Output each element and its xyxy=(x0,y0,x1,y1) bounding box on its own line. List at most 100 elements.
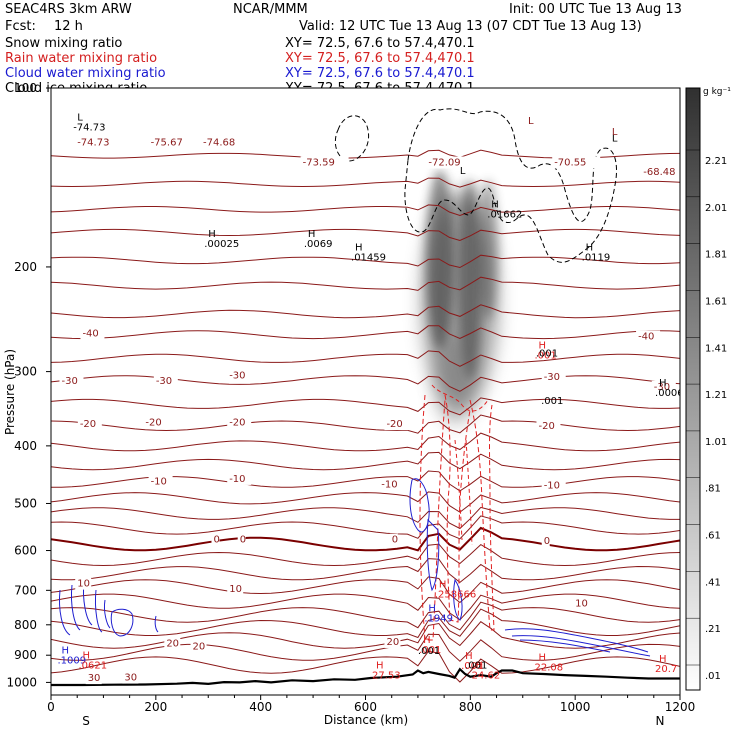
isotherm-label: -74.73 xyxy=(77,138,109,149)
isotherm-label: -30 xyxy=(61,376,77,387)
isotherm-line xyxy=(51,621,680,649)
isotherm-label-bg xyxy=(75,136,124,149)
isotherm-label-bg xyxy=(573,597,590,610)
isotherm-label: -70.55 xyxy=(554,157,586,168)
isotherm-line xyxy=(51,506,680,530)
y-axis: 100 200 300 400 500 600 700 800 900 1000 xyxy=(6,81,51,689)
colorbar-label: 1.81 xyxy=(705,250,727,261)
colorbar-unit: g kg⁻¹ xyxy=(703,87,731,97)
field-list: Snow mixing ratio XY= 72.5, 67.6 to 57.4… xyxy=(5,36,475,96)
isotherm-line xyxy=(51,543,680,567)
isotherm-line xyxy=(51,633,680,662)
isotherm-label-bg xyxy=(122,671,139,684)
isotherm-label-bg xyxy=(641,165,680,178)
x-tick-label: 200 xyxy=(144,700,167,714)
isotherm-label: 10 xyxy=(77,579,90,590)
isotherm-label-bg xyxy=(85,672,102,685)
extremum-value: .01459 xyxy=(351,252,386,263)
extremum-marker: H xyxy=(208,229,216,240)
y-tick-label: 100 xyxy=(14,81,37,95)
extremum-marker: H xyxy=(476,661,484,672)
isotherm-label: 0 xyxy=(392,535,398,546)
extremum-value: 20.7 xyxy=(655,664,677,675)
x-tick-label: 1000 xyxy=(560,700,591,714)
isotherm-label-bg xyxy=(379,478,404,491)
extremum-value: 22.08 xyxy=(534,663,563,674)
colorbar: g kg⁻¹ 2.21 2.01 1.81 1.61 1.41 1.21 1.01 .81 .6… xyxy=(685,87,731,691)
isotherm-label: -20 xyxy=(386,419,402,430)
isotherm-label-bg xyxy=(227,416,252,429)
y-tick-label: 800 xyxy=(14,618,37,632)
colorbar-label: 1.41 xyxy=(705,343,727,354)
x-tick-label: 1200 xyxy=(665,700,696,714)
isotherm-label-bg xyxy=(59,375,84,388)
isotherm-line xyxy=(51,350,680,367)
extremum-value: .1949 xyxy=(424,614,453,625)
x-axis: 0 200 400 600 800 1000 1200 xyxy=(47,695,695,714)
colorbar-label: .21 xyxy=(705,624,721,635)
isotherm-line xyxy=(51,576,680,604)
isotherm-label: -30 xyxy=(654,382,670,393)
isotherm-label: 0 xyxy=(240,535,246,546)
contour-annotation: .001 xyxy=(536,349,558,360)
isotherm-label-bg xyxy=(80,327,105,340)
isotherm-label-bg xyxy=(227,369,252,382)
extremum-value: .001 xyxy=(419,645,441,656)
colorbar-label: .41 xyxy=(705,577,721,588)
field-rain-xy: XY= 72.5, 67.6 to 57.4,470.1 xyxy=(285,51,475,66)
isotherm-label: -20 xyxy=(229,418,245,429)
extremum-marker: H xyxy=(491,199,499,210)
isotherm-label: 30 xyxy=(124,673,137,684)
extremum-marker: H xyxy=(465,651,473,662)
isotherm-label: -10 xyxy=(544,481,560,492)
colorbar-label: 1.01 xyxy=(705,437,727,448)
isotherm-line xyxy=(51,397,680,416)
isotherm-label: 10 xyxy=(229,584,242,595)
extremum-value: .0069 xyxy=(304,239,333,250)
extremum-marker: H xyxy=(355,242,363,253)
isotherm-line xyxy=(51,451,680,471)
extremum-marker: L xyxy=(460,166,466,177)
isotherm-label-bg xyxy=(541,479,566,492)
isotherm-line xyxy=(51,414,680,434)
extremum-marker: H xyxy=(659,378,667,389)
colorbar-label: 2.01 xyxy=(705,203,727,214)
x-end-right: N xyxy=(656,714,665,728)
isotherm-label: 20 xyxy=(166,638,179,649)
isotherm-label-bg xyxy=(153,375,178,388)
isotherm-label: -40 xyxy=(638,332,654,343)
isotherm-label-bg xyxy=(201,136,250,149)
isotherm-label-bg xyxy=(143,416,168,429)
extremum-value: 27.53 xyxy=(372,671,401,682)
isotherm-label: -30 xyxy=(544,372,560,383)
x-tick-label: 600 xyxy=(354,700,377,714)
isotherm-label-bg xyxy=(651,380,676,393)
field-snow-name: Snow mixing ratio xyxy=(5,36,122,51)
extremum-value: .001 xyxy=(461,661,483,672)
isotherm-label-bg xyxy=(541,535,550,548)
terrain-line xyxy=(51,667,680,687)
extremum-marker: H xyxy=(586,242,594,253)
x-tick-label: 400 xyxy=(249,700,272,714)
isotherm-label-bg xyxy=(77,418,102,431)
isotherm-label-bg xyxy=(426,156,475,169)
y-tick-label: 1000 xyxy=(6,675,37,689)
isotherm-label-bg xyxy=(536,420,561,433)
extremum-marker: L xyxy=(77,113,83,124)
isotherm-label: -73.59 xyxy=(303,157,335,168)
contour-labels: -74.73 -75.67 -74.68 -73.59 -72.09 -70.55 -68.… xyxy=(57,113,680,685)
extremum-marker: H xyxy=(61,646,69,657)
contour-annotation: .001 xyxy=(418,646,440,657)
isotherm-line xyxy=(51,608,680,639)
x-tick-label: 800 xyxy=(459,700,482,714)
colorbar-bar xyxy=(685,87,701,691)
extremum-marker: H xyxy=(538,340,546,351)
isotherm-label: -10 xyxy=(381,479,397,490)
isotherm-label-bg xyxy=(164,637,181,650)
isotherm-label: -20 xyxy=(538,421,554,432)
fcst-label: Fcst: xyxy=(5,19,36,34)
isotherm-label-bg xyxy=(227,472,252,485)
isotherm-label-bg xyxy=(211,533,220,546)
field-cloud-water-name: Cloud water mixing ratio xyxy=(5,66,166,81)
extremum-marker: H xyxy=(376,661,384,672)
